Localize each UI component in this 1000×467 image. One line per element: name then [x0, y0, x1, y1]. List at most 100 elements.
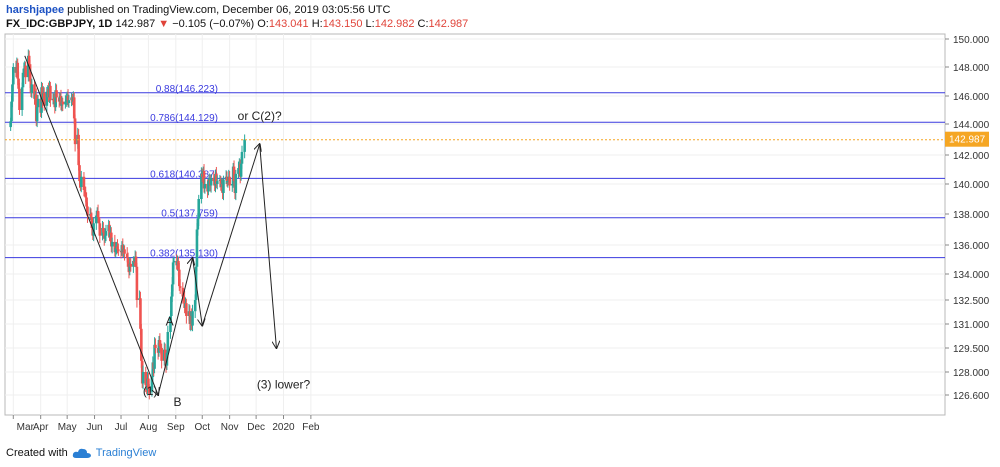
candle-body — [135, 266, 139, 300]
candle-body — [195, 229, 199, 267]
publisher-name[interactable]: harshjapee — [6, 4, 65, 16]
last-price: 142.987 — [115, 18, 156, 30]
candle-body — [114, 247, 118, 253]
candle-body — [33, 84, 36, 99]
x-tick-label: Dec — [247, 422, 265, 433]
candle-body — [72, 97, 76, 119]
candle-body — [225, 176, 229, 182]
candle-body — [90, 217, 94, 228]
candle-body — [172, 260, 176, 263]
candle-body — [237, 168, 240, 174]
candle-body — [222, 179, 225, 193]
candle-body — [125, 253, 129, 259]
candle-body — [55, 90, 58, 98]
candle-body — [96, 211, 100, 218]
candle-body — [240, 151, 244, 164]
candle-body — [64, 101, 67, 105]
candle-body — [226, 181, 230, 183]
y-tick-label: 136.000 — [953, 241, 990, 252]
y-tick-label: 129.500 — [953, 344, 990, 355]
candle-body — [182, 296, 186, 299]
candle-body — [234, 173, 238, 193]
y-tick-label: 138.000 — [953, 210, 990, 221]
x-tick-label: Nov — [221, 422, 239, 433]
candle-body — [73, 118, 77, 145]
candle-body — [197, 199, 201, 219]
created-with-label: Created with — [6, 447, 68, 459]
candle-body — [117, 249, 120, 251]
candle-body — [17, 78, 20, 89]
plot-frame — [4, 33, 946, 416]
candle-body — [54, 90, 57, 108]
candle-body — [178, 286, 182, 288]
candle-body — [97, 217, 101, 224]
symbol-name: FX_IDC:GBPJPY, 1D — [6, 18, 113, 30]
candle-body — [150, 376, 154, 392]
candle-body — [183, 298, 186, 308]
fib-level-label: 0.88(146.223) — [156, 84, 218, 95]
candle-body — [61, 101, 65, 105]
candle-body — [110, 232, 113, 247]
y-tick-label: 142.000 — [953, 151, 990, 162]
candle-body — [132, 260, 135, 267]
candle-body — [20, 87, 24, 110]
candle-body — [27, 55, 30, 78]
x-tick-label: May — [58, 422, 77, 433]
candle-body — [104, 231, 108, 236]
x-tick-label: 2020 — [272, 422, 295, 433]
candle-body — [21, 72, 25, 88]
candle-body — [191, 311, 194, 326]
candle-body — [89, 214, 93, 218]
candle-body — [215, 181, 219, 184]
candle-body — [212, 178, 216, 182]
candle-body — [178, 269, 181, 287]
candle-body — [35, 107, 39, 122]
candle-body — [219, 179, 223, 187]
x-tick-label: Sep — [167, 422, 185, 433]
candle-body — [128, 263, 132, 272]
candle-body — [113, 241, 117, 253]
candle-body — [129, 263, 133, 267]
candle-body — [243, 139, 246, 152]
candle-body — [11, 84, 14, 102]
fib-level-label: 0.382(135.130) — [150, 249, 218, 260]
candle-body — [177, 260, 180, 270]
down-triangle-icon: ▼ — [158, 18, 170, 30]
candle-body — [10, 101, 13, 122]
candle-body — [207, 181, 210, 192]
candle-body — [102, 227, 105, 233]
candle-body — [28, 64, 32, 82]
high-value: 143.150 — [322, 18, 363, 30]
candle-body — [83, 190, 87, 193]
candle-body — [116, 246, 119, 250]
candle-body — [200, 173, 203, 199]
candle-body — [181, 287, 185, 297]
candle-body — [159, 346, 163, 348]
candle-body — [121, 245, 125, 253]
candle-body — [59, 96, 63, 106]
x-tick-label: Aug — [139, 422, 157, 433]
candle-body — [239, 163, 243, 177]
candle-body — [153, 344, 156, 369]
candle-body — [141, 372, 145, 384]
tradingview-brand[interactable]: TradingView — [95, 447, 157, 459]
candle-body — [110, 241, 114, 247]
candle-body — [9, 121, 12, 128]
candle-body — [170, 284, 174, 297]
fib-level-label: 0.618(140.387) — [150, 169, 218, 180]
candle-body — [64, 98, 68, 102]
fib-level-label: 0.5(137.759) — [161, 209, 218, 220]
candle-body — [11, 67, 15, 85]
wave-annotation: or C(2)? — [238, 109, 282, 123]
candle-body — [24, 65, 27, 78]
candle-body — [196, 218, 200, 230]
candle-body — [45, 91, 49, 106]
candle-body — [169, 316, 172, 332]
candle-body — [160, 348, 163, 361]
candle-body — [92, 223, 95, 236]
candle-body — [139, 298, 142, 329]
candle-body — [66, 96, 70, 103]
candle-body — [166, 332, 170, 353]
candle-body — [202, 170, 206, 189]
